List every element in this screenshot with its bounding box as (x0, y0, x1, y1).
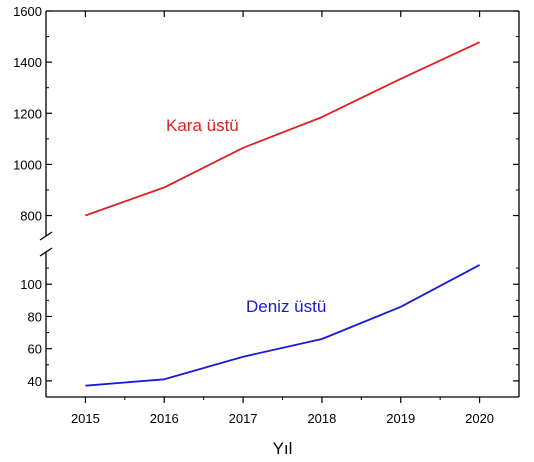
series-line-kara-ustu (85, 41, 480, 217)
y-tick-label-lower-40: 40 (28, 374, 42, 389)
series-label-kara-ustu: Kara üstü (166, 116, 239, 135)
y-tick-label-upper-1600: 1600 (13, 4, 42, 19)
series-label-deniz-ustu: Deniz üstü (246, 297, 326, 316)
chart-axes (39, 10, 520, 398)
y-tick-label-lower-60: 60 (28, 342, 42, 357)
x-tick-label-2018: 2018 (307, 411, 336, 426)
y-tick-label-lower-100: 100 (20, 277, 42, 292)
x-axis-label: Yıl (273, 439, 293, 458)
y-tick-label-lower-80: 80 (28, 309, 42, 324)
axis-break-mark-upper (39, 231, 53, 241)
y-tick-label-upper-1000: 1000 (13, 157, 42, 172)
chart-ticks: 800 1000 1200 1400 1600 40 60 80 100 2015 2016 2017… (13, 4, 519, 426)
chart-series (85, 41, 481, 387)
chart-labels: Kara üstü Deniz üstü Yıl (166, 116, 326, 458)
x-tick-label-2015: 2015 (71, 411, 100, 426)
y-tick-label-upper-1400: 1400 (13, 55, 42, 70)
axis-break-mark-lower (39, 247, 53, 257)
y-tick-label-upper-800: 800 (20, 209, 42, 224)
x-tick-label-2020: 2020 (465, 411, 494, 426)
x-tick-label-2019: 2019 (386, 411, 415, 426)
series-line-deniz-ustu (85, 264, 481, 387)
x-tick-label-2017: 2017 (229, 411, 258, 426)
x-tick-label-2016: 2016 (150, 411, 179, 426)
y-tick-label-upper-1200: 1200 (13, 106, 42, 121)
